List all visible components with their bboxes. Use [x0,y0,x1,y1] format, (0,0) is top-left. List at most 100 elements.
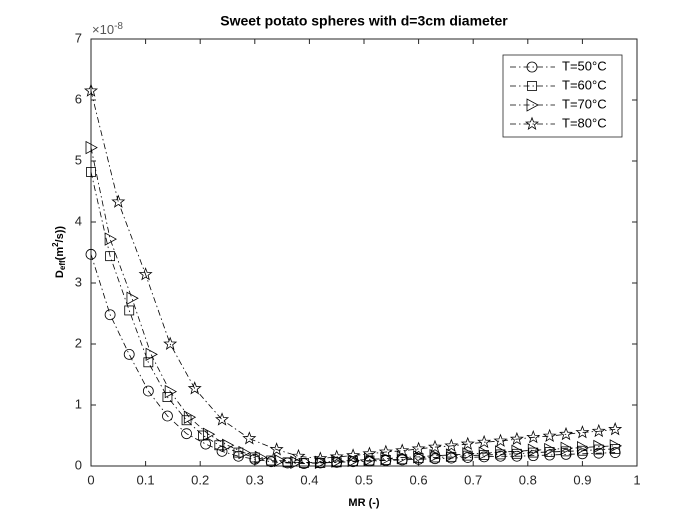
legend-box [502,54,623,138]
legend-label: T=50°C [562,58,607,73]
marker [329,449,344,463]
marker [478,446,491,460]
marker [282,457,293,468]
marker [610,444,621,454]
marker [290,455,303,470]
marker [511,444,524,459]
marker [313,451,328,465]
marker [249,452,260,463]
marker [527,81,537,91]
marker [143,357,154,368]
marker [526,61,538,73]
marker [577,445,588,456]
x-tick-label: 0.6 [410,472,428,487]
x-tick-label: 0.3 [246,472,264,487]
y-tick-label: 1 [75,396,82,411]
x-tick-label: 1 [633,472,640,487]
marker [575,425,590,439]
y-tick-label: 7 [75,30,82,45]
marker [265,456,277,468]
series-line [90,254,616,464]
marker [427,439,442,454]
marker [145,347,158,362]
chart-title: Sweet potato spheres with d=3cm diameter [220,13,508,29]
x-tick-label: 0.5 [355,472,373,487]
x-tick-label: 0.7 [464,472,482,487]
marker [142,385,154,397]
marker [138,267,153,281]
marker [397,454,408,465]
marker [542,428,557,443]
series [85,140,622,470]
marker [347,453,360,468]
marker [511,448,522,459]
marker [346,448,361,462]
y-multiplier-base: ×10 [92,22,114,37]
marker [395,443,410,457]
x-tick-label: 0.2 [191,472,209,487]
marker [269,442,284,456]
x-tick-label: 0.8 [519,472,537,487]
marker [291,448,306,463]
y-tick-label: 0 [75,457,82,472]
marker [124,305,135,316]
y-label-sub: eff [58,260,67,270]
marker [162,410,173,422]
marker [362,446,377,460]
marker [314,455,328,470]
marker [266,455,277,466]
legend: T=50°C T=60°C T=70°C T=80°C [502,54,623,138]
marker [544,442,557,457]
marker [181,415,192,426]
marker [299,458,309,468]
marker [105,251,116,262]
marker [609,439,622,453]
marker [493,433,508,447]
marker [460,436,475,450]
marker [526,429,541,444]
marker [444,438,459,452]
marker [593,439,606,454]
marker [509,431,524,446]
marker [560,441,573,455]
y-tick-label: 5 [75,152,82,167]
marker [527,443,541,457]
y-multiplier-exponent: -8 [114,21,123,32]
series [84,83,623,465]
marker [429,448,442,463]
marker [84,83,98,97]
marker [430,452,440,463]
marker [164,384,178,399]
marker [238,445,251,460]
marker [446,451,457,462]
marker [222,438,235,452]
legend-label: T=80°C [562,115,607,130]
marker [593,444,604,455]
marker [85,248,97,260]
marker [123,348,135,360]
marker [198,430,208,441]
y-label-post: /s)) [54,226,66,243]
marker [609,447,621,458]
marker [477,434,492,449]
x-tick-label: 0.1 [137,472,155,487]
marker [495,445,508,459]
marker [378,444,393,458]
marker [202,427,216,441]
series-line [90,147,616,463]
legend-label: T=60°C [562,77,607,92]
x-tick-label: 0.9 [573,472,591,487]
marker [528,447,539,458]
marker [380,452,393,466]
y-tick-label: 3 [75,274,82,289]
y-label-pre: (m [54,247,66,261]
series-line [90,171,616,464]
marker [445,448,459,462]
marker [544,447,555,457]
marker [411,441,426,455]
marker [608,422,623,436]
marker [254,450,268,465]
marker [85,140,98,155]
marker [273,453,287,468]
